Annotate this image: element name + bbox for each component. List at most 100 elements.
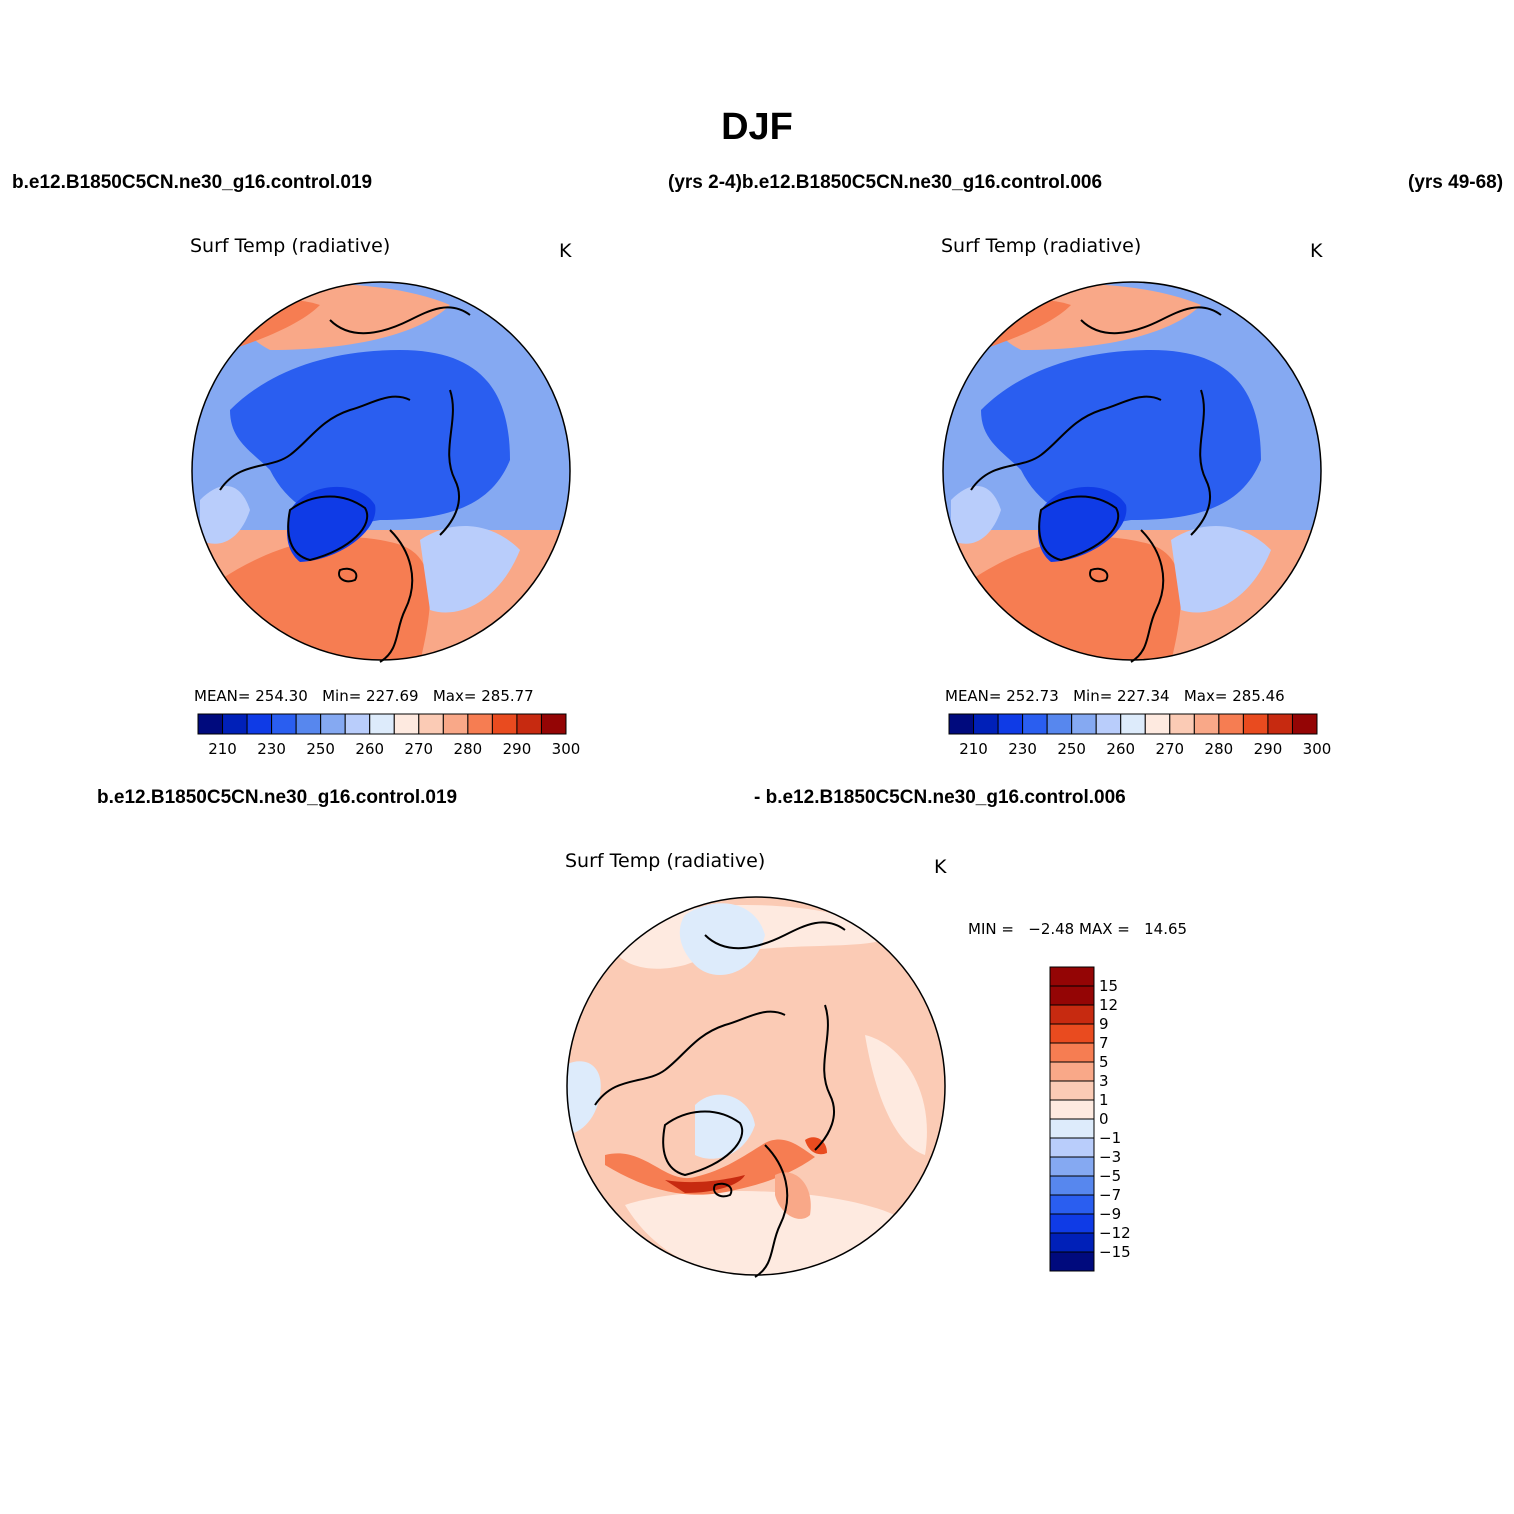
cb1-swatch — [540, 713, 567, 735]
panel2-stats: MEAN= 252.73 Min= 227.34 Max= 285.46 — [945, 687, 1285, 705]
p1-greenland-cold — [287, 486, 376, 562]
panel2-map — [942, 281, 1322, 663]
top-right-case-label: (yrs 49-68) — [1408, 172, 1504, 193]
cb2-swatch — [997, 713, 1024, 735]
cb3-tick-label: 9 — [1099, 1015, 1109, 1033]
cb3-swatch — [1049, 1042, 1095, 1063]
panel1-mean: 254.30 — [255, 687, 308, 705]
panel2-title: Surf Temp (radiative) — [941, 235, 1142, 257]
cb2-swatch — [1169, 713, 1195, 735]
cb3-tick-label: −15 — [1099, 1243, 1131, 1261]
p3-coastlines — [594, 921, 846, 1278]
cb2-tick-label: 270 — [1155, 740, 1184, 758]
cb2-swatch — [1046, 713, 1073, 735]
cb1-swatch — [369, 713, 395, 735]
cb3-swatch — [1049, 1118, 1095, 1139]
panel2-colorbar: 210 230 250 260 270 280 290 300 — [948, 713, 1331, 758]
cb3-tick-label: −3 — [1099, 1148, 1121, 1166]
cb3-swatch — [1049, 966, 1095, 987]
p3-warm-band — [605, 1139, 815, 1195]
cb1-swatch — [344, 713, 371, 735]
panel1-stats: MEAN= 254.30 Min= 227.69 Max= 285.77 — [194, 687, 534, 705]
cb1-tick-label: 280 — [454, 740, 483, 758]
p3-east-light — [865, 1035, 927, 1155]
panel2-min: 227.34 — [1117, 687, 1170, 705]
cb2-swatch — [1071, 713, 1097, 735]
cb2-tick-label: 260 — [1106, 740, 1135, 758]
bottom-right-case-label: - b.e12.B1850C5CN.ne30_g16.control.006 — [754, 787, 1126, 808]
panel1-colorbar: 210 230 250 260 270 280 290 300 — [197, 713, 580, 758]
p3-eu-warm — [775, 1172, 811, 1219]
p3-hot-core — [665, 1175, 745, 1193]
cb3-tick-label: 1 — [1099, 1091, 1109, 1109]
cb3-swatch — [1049, 1251, 1095, 1272]
cb2-swatch — [973, 713, 999, 735]
panel1-units: K — [559, 240, 572, 262]
panel2-mean: 252.73 — [1006, 687, 1059, 705]
cb3-tick-label: −1 — [1099, 1129, 1121, 1147]
season-title: DJF — [721, 106, 793, 148]
p3-cold-pacific — [679, 903, 765, 975]
cb3-tick-label: −5 — [1099, 1167, 1121, 1185]
cb2-swatch — [1095, 713, 1122, 735]
cb3-tick-label: 15 — [1099, 977, 1118, 995]
cb1-swatch — [516, 713, 542, 735]
p1-coastlines — [219, 306, 471, 663]
cb3-swatch — [1049, 1137, 1095, 1158]
cb3-tick-label: 0 — [1099, 1110, 1109, 1128]
cb2-swatch — [1291, 713, 1318, 735]
panel3-min: −2.48 — [1028, 920, 1075, 938]
cb2-tick-label: 250 — [1057, 740, 1086, 758]
p3-cold-central — [695, 1094, 755, 1159]
cb3-tick-label: 12 — [1099, 996, 1118, 1014]
cb1-tick-label: 290 — [503, 740, 532, 758]
cb3-swatch — [1049, 1023, 1095, 1044]
cb3-tick-label: 3 — [1099, 1072, 1109, 1090]
p1-mid-band — [420, 526, 520, 613]
cb1-tick-label: 210 — [208, 740, 237, 758]
cb1-tick-label: 230 — [257, 740, 286, 758]
cb2-swatch — [1144, 713, 1171, 735]
cb1-swatch — [442, 713, 469, 735]
p3-cold-west — [567, 1061, 601, 1135]
panel1-title: Surf Temp (radiative) — [190, 235, 391, 257]
cb1-swatch — [467, 713, 493, 735]
cb1-swatch — [320, 713, 346, 735]
cb2-tick-label: 230 — [1008, 740, 1037, 758]
cb3-swatch — [1049, 1099, 1095, 1120]
cb1-swatch — [491, 713, 518, 735]
panel2-units: K — [1310, 240, 1323, 262]
cb3-tick-label: 7 — [1099, 1034, 1109, 1052]
cb3-tick-label: −9 — [1099, 1205, 1121, 1223]
cb2-tick-label: 290 — [1254, 740, 1283, 758]
p2-mid-band — [1171, 526, 1271, 613]
cb1-tick-label: 300 — [552, 740, 581, 758]
cb3-swatch — [1049, 1156, 1095, 1177]
cb2-tick-label: 300 — [1303, 740, 1332, 758]
cb2-swatch — [1242, 713, 1269, 735]
panel2-max: 285.46 — [1232, 687, 1285, 705]
panel3-map — [566, 896, 946, 1278]
panel3-stats: MIN = −2.48 MAX = 14.65 — [968, 920, 1188, 938]
cb1-tick-label: 270 — [404, 740, 433, 758]
cb1-swatch — [246, 713, 273, 735]
cb3-swatch — [1049, 1061, 1095, 1082]
p3-light-south — [625, 1191, 895, 1275]
cb3-tick-label: 5 — [1099, 1053, 1109, 1071]
cb1-tick-label: 260 — [355, 740, 384, 758]
p2-edge-band — [951, 486, 1001, 544]
panel3-max: 14.65 — [1144, 920, 1188, 938]
cb1-swatch — [271, 713, 297, 735]
p2-coastlines — [970, 306, 1222, 663]
p2-greenland-cold — [1038, 486, 1127, 562]
cb1-swatch — [197, 713, 224, 735]
p1-edge-band — [200, 486, 250, 544]
cb2-swatch — [948, 713, 975, 735]
cb2-swatch — [1193, 713, 1220, 735]
cb1-swatch — [295, 713, 322, 735]
cb3-swatch — [1049, 985, 1095, 1006]
cb3-swatch — [1049, 1080, 1095, 1101]
cb2-swatch — [1218, 713, 1244, 735]
cb2-tick-label: 280 — [1205, 740, 1234, 758]
cb3-swatch — [1049, 1175, 1095, 1196]
